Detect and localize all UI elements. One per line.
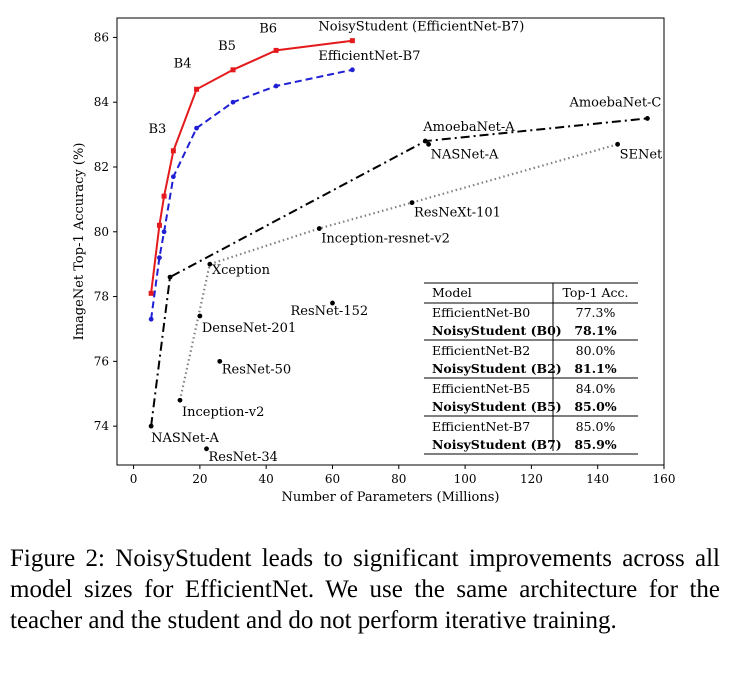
x-tick-label: 20 (192, 472, 207, 486)
data-point (426, 141, 432, 147)
data-point (273, 83, 279, 89)
x-axis-label: Number of Parameters (Millions) (282, 490, 500, 505)
data-point (170, 148, 176, 154)
point-label: Xception (212, 263, 271, 278)
series-line-0 (150, 39, 353, 294)
data-point (148, 423, 154, 429)
table-cell-acc: 84.0% (576, 381, 616, 396)
series-name-label: EfficientNet-B7 (318, 49, 420, 64)
table-header: Model (432, 285, 472, 300)
series-layer (148, 38, 650, 452)
data-point (207, 261, 213, 267)
point-label: Inception-v2 (182, 405, 264, 420)
point-label: NASNet-A (151, 431, 219, 446)
data-point (409, 200, 415, 206)
x-tick-label: 0 (130, 472, 138, 486)
y-tick-label: 74 (94, 419, 110, 433)
point-label: B6 (259, 21, 277, 36)
table-cell-model: EfficientNet-B0 (432, 305, 530, 320)
data-point (148, 290, 154, 296)
results-table: Model Top-1 Acc. EfficientNet-B0 77.3% Noisy… (424, 282, 638, 455)
point-label: NASNet-A (431, 147, 499, 162)
point-labels: B3 B4 B5 B6 NASNet-A AmoebaNet-A AmoebaNet-C In… (148, 20, 663, 465)
table-cell-model: NoisyStudent (B2) (432, 361, 562, 376)
table-cell-model: NoisyStudent (B5) (432, 399, 562, 414)
x-tick-label: 80 (391, 472, 406, 486)
point-label: ResNet-34 (209, 450, 278, 465)
table-header: Top-1 Acc. (562, 285, 628, 300)
data-point (230, 67, 236, 73)
x-tick-label: 100 (454, 472, 477, 486)
data-point (177, 397, 183, 403)
y-tick-label: 78 (94, 290, 109, 304)
table-cell-model: EfficientNet-B7 (432, 419, 530, 434)
table-cell-acc: 85.0% (574, 399, 616, 414)
data-point (194, 125, 199, 131)
table-cell-model: EfficientNet-B5 (432, 381, 530, 396)
point-label: ResNet-152 (290, 304, 368, 319)
point-label: SENet (620, 147, 663, 162)
x-tick-label: 60 (325, 472, 340, 486)
data-point (161, 193, 167, 199)
x-tick-label: 120 (520, 472, 543, 486)
point-label: B3 (148, 122, 166, 137)
data-point (615, 141, 620, 147)
y-tick-label: 82 (94, 160, 109, 174)
point-label: ResNet-50 (222, 362, 291, 377)
data-point (148, 316, 154, 322)
data-point (161, 229, 167, 235)
table-cell-acc: 77.3% (576, 305, 616, 320)
data-point (349, 38, 355, 44)
data-point (167, 274, 173, 280)
series-name-label: NoisyStudent (EfficientNet-B7) (318, 20, 524, 35)
data-point (422, 138, 428, 144)
point-label: AmoebaNet-A (422, 120, 515, 135)
point-label: B5 (218, 39, 236, 54)
series-line-2 (150, 117, 648, 427)
point-label: ResNeXt-101 (414, 206, 501, 221)
table-cell-acc: 80.0% (576, 343, 616, 358)
y-tick-label: 86 (94, 30, 109, 44)
table-cell-acc: 85.0% (576, 419, 616, 434)
point-label: B4 (174, 56, 192, 71)
data-point (273, 47, 279, 53)
data-point (157, 255, 162, 261)
data-point (330, 300, 335, 306)
data-point (170, 174, 176, 180)
chart: B3 B4 B5 B6 NASNet-A AmoebaNet-A AmoebaNet-C In… (72, 17, 676, 505)
x-tick-label: 40 (259, 472, 274, 486)
table-cell-model: EfficientNet-B2 (432, 343, 530, 358)
data-point (349, 67, 355, 73)
data-point (217, 358, 223, 364)
y-axis-label: ImageNet Top-1 Accuracy (%) (72, 143, 87, 341)
point-label: AmoebaNet-C (568, 95, 661, 110)
y-tick-label: 76 (94, 354, 109, 368)
series-line-1 (150, 68, 353, 320)
plot-frame (116, 17, 665, 466)
y-tick-label: 84 (94, 95, 110, 109)
table-cell-model: NoisyStudent (B0) (432, 323, 562, 338)
data-point (230, 99, 236, 105)
data-point (156, 222, 162, 228)
figure-caption: Figure 2: NoisyStudent leads to signific… (10, 545, 720, 634)
point-label: DenseNet-201 (202, 321, 296, 336)
data-point (197, 313, 203, 319)
x-tick-label: 140 (586, 472, 609, 486)
data-point (204, 446, 209, 452)
table-cell-acc: 81.1% (574, 361, 616, 376)
table-cell-acc: 85.9% (574, 437, 616, 452)
point-label: Inception-resnet-v2 (321, 232, 450, 247)
x-tick-label: 160 (653, 472, 676, 486)
table-cell-model: NoisyStudent (B7) (432, 437, 562, 452)
y-tick-label: 80 (94, 225, 109, 239)
data-point (194, 86, 200, 92)
table-cell-acc: 78.1% (574, 323, 616, 338)
data-point (316, 226, 322, 231)
axes: 0 20 40 60 80 100 120 140 160 74 76 78 80 82 84 86 Numbe… (72, 17, 676, 505)
data-point (645, 116, 650, 121)
